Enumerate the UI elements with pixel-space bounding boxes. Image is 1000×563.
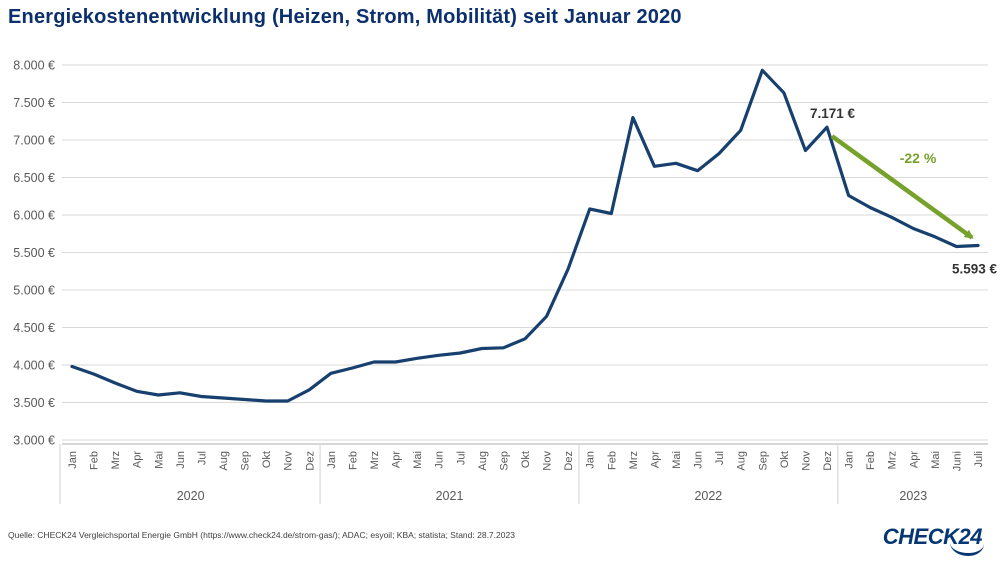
month-label: Apr xyxy=(649,451,661,468)
month-label: Sep xyxy=(757,451,769,471)
x-axis-month-labels: Jan Feb Mrz Apr Mai Jun Jul Aug Sep Okt Nov Dez Jan F… xyxy=(67,451,985,472)
y-tick-label: 3.500 € xyxy=(13,396,55,410)
percent-change-label: -22 % xyxy=(900,150,937,166)
month-label: Feb xyxy=(89,451,101,470)
year-label: 2022 xyxy=(694,489,722,503)
check24-logo-smile-icon xyxy=(950,540,984,556)
month-label: Jul xyxy=(196,451,208,465)
month-label: Jul xyxy=(455,451,467,465)
gridlines xyxy=(62,64,988,441)
month-label: Okt xyxy=(261,451,273,468)
month-label: Nov xyxy=(283,451,295,471)
month-label: Nov xyxy=(800,451,812,471)
check24-logo-text: CHECK xyxy=(882,524,959,549)
month-label: Mrz xyxy=(369,451,381,469)
source-note: Quelle: CHECK24 Vergleichsportal Energie… xyxy=(8,530,515,540)
month-label: Mai xyxy=(671,451,683,469)
month-label: Okt xyxy=(520,451,532,468)
peak-value-label: 7.171 € xyxy=(810,106,856,121)
month-label: Mai xyxy=(153,451,165,469)
month-label: Dez xyxy=(304,451,316,471)
month-label: Jan xyxy=(585,451,597,469)
month-label: Jul xyxy=(714,451,726,465)
month-label: Jan xyxy=(844,451,856,469)
month-label: Feb xyxy=(347,451,359,470)
month-label: Apr xyxy=(132,451,144,468)
month-label: Aug xyxy=(736,451,748,471)
y-tick-label: 8.000 € xyxy=(13,59,55,73)
y-tick-label: 6.500 € xyxy=(13,171,55,185)
month-label: Aug xyxy=(477,451,489,471)
month-label: Jan xyxy=(326,451,338,469)
month-label: Mrz xyxy=(628,451,640,469)
month-label: Apr xyxy=(391,451,403,468)
month-label: Nov xyxy=(542,451,554,471)
y-tick-label: 6.000 € xyxy=(13,209,55,223)
month-label: Juli xyxy=(973,451,985,468)
month-label: Dez xyxy=(822,451,834,471)
month-label: Feb xyxy=(606,451,618,470)
month-label: Apr xyxy=(908,451,920,468)
y-tick-label: 5.000 € xyxy=(13,284,55,298)
y-tick-label: 3.000 € xyxy=(13,434,55,448)
year-label: 2020 xyxy=(177,489,205,503)
month-label: Sep xyxy=(240,451,252,471)
month-label: Aug xyxy=(218,451,230,471)
year-labels: 2020 2021 2022 2023 xyxy=(177,489,927,503)
month-label: Okt xyxy=(779,451,791,468)
y-axis-labels: 8.000 € 7.500 € 7.000 € 6.500 € 6.000 € 5.500… xyxy=(13,59,55,448)
month-label: Mai xyxy=(930,451,942,469)
y-tick-label: 4.000 € xyxy=(13,359,55,373)
trend-arrow xyxy=(830,134,974,240)
year-label: 2021 xyxy=(436,489,464,503)
month-label: Dez xyxy=(563,451,575,471)
month-label: Sep xyxy=(498,451,510,471)
month-label: Jun xyxy=(693,451,705,469)
y-tick-label: 7.500 € xyxy=(13,96,55,110)
month-label: Juni xyxy=(951,451,963,471)
month-label: Jun xyxy=(175,451,187,469)
month-label: Mrz xyxy=(887,451,899,469)
page-title: Energiekostenentwicklung (Heizen, Strom,… xyxy=(8,6,682,28)
year-separators xyxy=(59,444,839,504)
check24-logo: CHECK24 xyxy=(882,524,984,558)
month-label: Mrz xyxy=(110,451,122,469)
energy-cost-line-chart: 8.000 € 7.500 € 7.000 € 6.500 € 6.000 € 5.500… xyxy=(13,59,998,504)
month-label: Jan xyxy=(67,451,79,469)
year-label: 2023 xyxy=(899,489,927,503)
y-tick-label: 7.000 € xyxy=(13,134,55,148)
month-label: Feb xyxy=(865,451,877,470)
month-label: Mai xyxy=(412,451,424,469)
end-value-label: 5.593 € xyxy=(952,262,998,277)
month-label: Jun xyxy=(434,451,446,469)
energy-cost-series-line xyxy=(70,68,980,403)
y-tick-label: 4.500 € xyxy=(13,321,55,335)
y-tick-label: 5.500 € xyxy=(13,246,55,260)
